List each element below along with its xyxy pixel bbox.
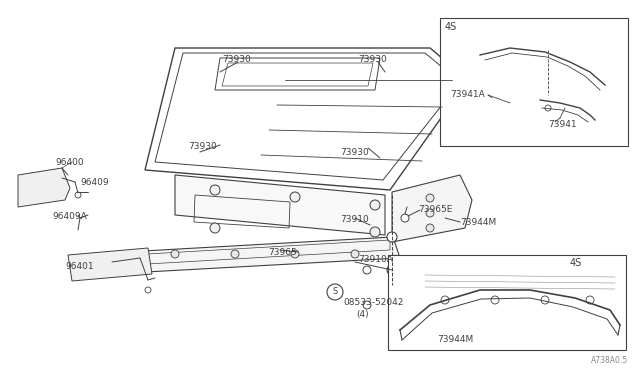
- FancyBboxPatch shape: [440, 18, 628, 146]
- Text: 73910: 73910: [340, 215, 369, 224]
- Text: 73930: 73930: [222, 55, 251, 64]
- Circle shape: [291, 250, 299, 258]
- Text: 4S: 4S: [570, 258, 582, 268]
- Circle shape: [426, 209, 434, 217]
- Circle shape: [491, 296, 499, 304]
- Text: 73930: 73930: [358, 55, 387, 64]
- FancyBboxPatch shape: [388, 255, 626, 350]
- Text: 73941: 73941: [548, 120, 577, 129]
- Text: 96400: 96400: [55, 158, 84, 167]
- Text: 08533-52042: 08533-52042: [343, 298, 403, 307]
- Text: 96409A: 96409A: [52, 212, 87, 221]
- Polygon shape: [68, 248, 152, 281]
- Polygon shape: [125, 237, 400, 273]
- Circle shape: [231, 250, 239, 258]
- Circle shape: [290, 192, 300, 202]
- Circle shape: [363, 266, 371, 274]
- Circle shape: [171, 250, 179, 258]
- Text: 73965: 73965: [268, 248, 297, 257]
- Polygon shape: [392, 175, 472, 242]
- Text: 73965E: 73965E: [418, 205, 452, 214]
- Circle shape: [210, 223, 220, 233]
- Circle shape: [441, 296, 449, 304]
- Circle shape: [387, 232, 397, 242]
- Text: 96401: 96401: [65, 262, 93, 271]
- Circle shape: [426, 224, 434, 232]
- Circle shape: [145, 287, 151, 293]
- Text: (4): (4): [356, 310, 369, 319]
- Text: 96409: 96409: [80, 178, 109, 187]
- Text: 73930: 73930: [340, 148, 369, 157]
- Circle shape: [370, 200, 380, 210]
- Circle shape: [363, 301, 371, 309]
- Circle shape: [387, 265, 397, 275]
- Text: 73941A: 73941A: [450, 90, 484, 99]
- Circle shape: [426, 194, 434, 202]
- Circle shape: [351, 250, 359, 258]
- Text: 4S: 4S: [445, 22, 457, 32]
- Polygon shape: [175, 175, 385, 235]
- Text: A738A0.5: A738A0.5: [591, 356, 628, 365]
- Circle shape: [401, 214, 409, 222]
- Text: 73930: 73930: [188, 142, 217, 151]
- Text: 73944M: 73944M: [437, 335, 473, 344]
- Text: 73910A: 73910A: [358, 255, 393, 264]
- Text: S: S: [332, 288, 338, 296]
- Circle shape: [541, 296, 549, 304]
- Circle shape: [370, 227, 380, 237]
- Circle shape: [75, 192, 81, 198]
- Circle shape: [210, 185, 220, 195]
- Polygon shape: [18, 168, 70, 207]
- Circle shape: [586, 296, 594, 304]
- Circle shape: [545, 105, 551, 111]
- Text: 73944M: 73944M: [460, 218, 496, 227]
